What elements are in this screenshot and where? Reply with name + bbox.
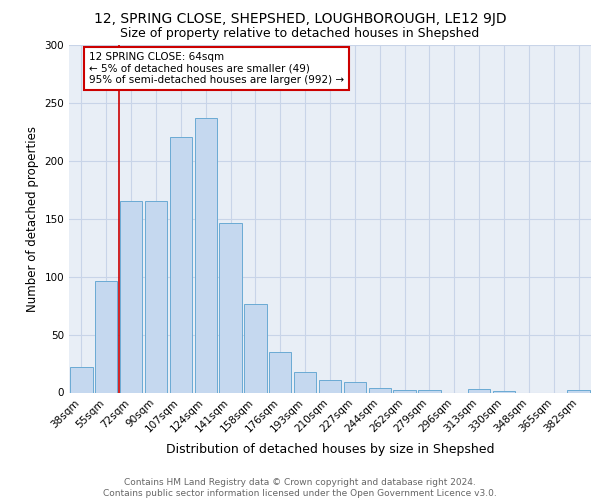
Bar [368, 388, 391, 392]
Bar [418, 390, 440, 392]
Bar [194, 118, 217, 392]
Bar [568, 390, 590, 392]
Text: 12 SPRING CLOSE: 64sqm
← 5% of detached houses are smaller (49)
95% of semi-deta: 12 SPRING CLOSE: 64sqm ← 5% of detached … [89, 52, 344, 85]
Bar [145, 202, 167, 392]
Bar [220, 224, 242, 392]
Text: 12, SPRING CLOSE, SHEPSHED, LOUGHBOROUGH, LE12 9JD: 12, SPRING CLOSE, SHEPSHED, LOUGHBOROUGH… [94, 12, 506, 26]
Bar [244, 304, 266, 392]
Bar [70, 367, 92, 392]
Bar [394, 390, 416, 392]
Y-axis label: Number of detached properties: Number of detached properties [26, 126, 39, 312]
Text: Contains HM Land Registry data © Crown copyright and database right 2024.
Contai: Contains HM Land Registry data © Crown c… [103, 478, 497, 498]
Bar [269, 352, 292, 393]
X-axis label: Distribution of detached houses by size in Shepshed: Distribution of detached houses by size … [166, 442, 494, 456]
Bar [120, 202, 142, 392]
Bar [468, 389, 490, 392]
Bar [170, 136, 192, 392]
Text: Size of property relative to detached houses in Shepshed: Size of property relative to detached ho… [121, 28, 479, 40]
Bar [294, 372, 316, 392]
Bar [95, 282, 118, 393]
Bar [344, 382, 366, 392]
Bar [319, 380, 341, 392]
